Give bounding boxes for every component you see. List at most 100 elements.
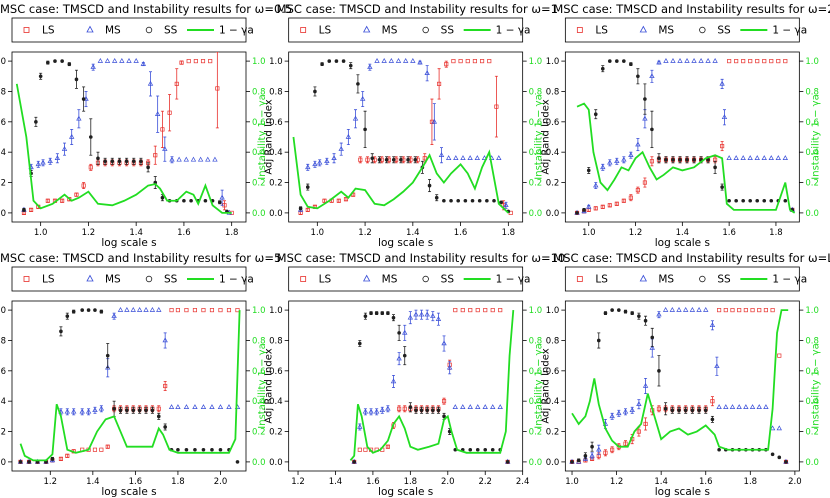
ms-point — [482, 404, 488, 409]
legend-ss-marker — [145, 26, 153, 34]
y2-tick-label: 0.2 — [529, 428, 543, 438]
ss-point — [184, 447, 189, 452]
ss-point — [218, 447, 223, 452]
ms-point — [205, 156, 211, 162]
ms-point — [111, 57, 118, 63]
instability-line — [576, 102, 796, 214]
x-tick-label: 1.6 — [177, 228, 191, 238]
ss-point — [762, 198, 767, 203]
ms-point — [379, 407, 385, 413]
y-tick-label: 0.0 — [269, 458, 283, 468]
y-tick-label: 0.0 — [269, 209, 283, 219]
plot-area — [288, 51, 524, 223]
ms-point — [709, 322, 716, 328]
ms-errorbar — [163, 136, 167, 162]
ls-point — [490, 308, 495, 313]
ms-point — [338, 146, 344, 151]
legend-instability-label: 1 − γa — [219, 274, 254, 286]
ss-point — [112, 406, 116, 411]
ls-errorbar — [29, 207, 33, 212]
y-tick-label: 0.2 — [546, 179, 560, 189]
ms-point — [396, 355, 402, 361]
ls-errorbar — [157, 405, 161, 413]
ss-point — [683, 408, 688, 413]
ls-point — [305, 207, 310, 212]
ms-point — [126, 57, 132, 63]
ms-point — [663, 57, 669, 63]
y2-tick-label: 1.0 — [529, 57, 543, 67]
ls-point — [163, 383, 168, 389]
chart-title: MSC case: TMSCD and Instability results … — [277, 2, 558, 16]
ms-point — [431, 118, 438, 124]
ss-point — [784, 460, 788, 464]
ls-point — [770, 308, 775, 313]
ms-point — [424, 70, 430, 75]
ls-point — [179, 60, 184, 65]
ms-point — [192, 404, 198, 409]
ms-point — [200, 404, 207, 409]
ms-point — [775, 155, 781, 160]
y-tick-label: 1.0 — [269, 306, 283, 316]
ls-point — [723, 308, 728, 313]
ss-point — [463, 198, 468, 203]
ls-errorbar — [180, 60, 184, 65]
chart-title: MSC case: TMSCD and Instability results … — [277, 251, 566, 265]
ls-errorbar — [175, 68, 179, 100]
ms-point — [176, 156, 182, 162]
y2-tick-label: 0.2 — [529, 179, 543, 189]
legend-frame — [288, 17, 524, 43]
ss-point — [397, 331, 401, 335]
ms-errorbar — [722, 109, 726, 126]
x-tick-label: 2.0 — [788, 477, 802, 487]
ms-point — [169, 156, 175, 162]
ss-point — [144, 408, 148, 413]
y2-tick-label: 1.0 — [805, 306, 819, 316]
plot-marks — [15, 52, 234, 215]
ms-point — [97, 57, 104, 63]
ms-point — [614, 158, 620, 164]
ms-point — [418, 311, 425, 317]
ms-point — [475, 404, 481, 409]
ss-point — [110, 159, 115, 164]
ls-point — [363, 447, 368, 452]
ms-point — [175, 404, 181, 409]
ls-point — [193, 59, 198, 64]
x-tick-label: 1.8 — [404, 477, 418, 487]
ss-point — [783, 198, 788, 203]
ms-point — [596, 446, 602, 452]
ms-point — [749, 404, 756, 409]
ss-point — [720, 185, 724, 189]
ss-point — [570, 460, 574, 464]
ss-point — [363, 314, 368, 318]
ms-errorbar — [77, 109, 81, 129]
ss-point — [408, 405, 413, 410]
legend-ls-label: LS — [595, 25, 608, 37]
legend: LS MS SS 1 − γa — [288, 266, 530, 292]
y2-tick-label: 0.4 — [805, 397, 819, 407]
ms-point — [69, 133, 75, 139]
ls-errorbar — [629, 194, 633, 202]
ls-errorbar — [163, 381, 167, 391]
ss-point — [118, 408, 123, 413]
legend-ms-label: MS — [105, 274, 121, 286]
ss-point — [334, 59, 339, 63]
ss-point — [99, 309, 104, 314]
ls-point — [763, 308, 768, 313]
ms-errorbar — [432, 103, 436, 141]
y2-axis-label: Instability 1 − γa — [534, 94, 545, 179]
ss-point — [583, 454, 588, 458]
y-tick-label: 1.0 — [546, 57, 560, 67]
ss-point — [93, 308, 97, 312]
x-tick-label: 2.0 — [214, 477, 228, 487]
ls-point — [99, 447, 104, 452]
ss-point — [46, 60, 50, 65]
ls-point — [727, 59, 732, 64]
x-tick-label: 1.6 — [722, 228, 736, 238]
ms-point — [47, 158, 53, 164]
y-tick-label: 0.2 — [269, 428, 283, 438]
ls-errorbar — [168, 94, 172, 132]
y-tick-label: 0.0 — [0, 209, 6, 219]
ms-errorbar — [636, 138, 640, 152]
x-tick-label: 1.4 — [406, 228, 420, 238]
ms-point — [662, 306, 669, 312]
